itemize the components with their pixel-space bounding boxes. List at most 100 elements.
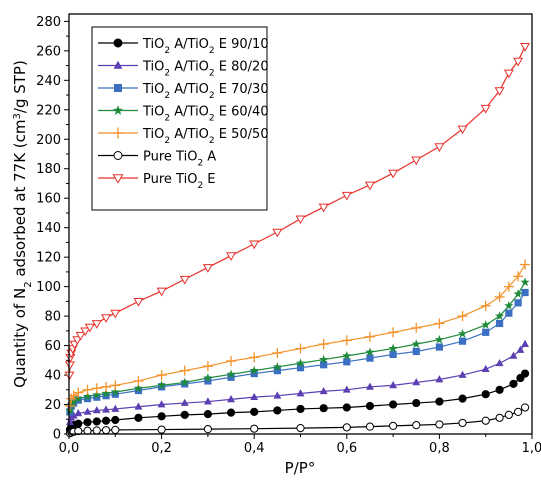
y-axis-title: Quantity of N2 adsorbed at 77K (cm3/g ST… bbox=[11, 60, 34, 388]
series-2-point bbox=[482, 328, 490, 336]
series-6-point bbox=[480, 104, 491, 114]
series-1-point bbox=[102, 405, 110, 413]
series-6-point bbox=[434, 143, 445, 152]
series-2-point bbox=[458, 337, 467, 345]
series-3-line bbox=[69, 281, 526, 411]
series-5-point bbox=[495, 413, 504, 422]
series-2-point bbox=[521, 288, 529, 297]
series-0-point bbox=[319, 404, 328, 413]
legend-marker bbox=[113, 151, 123, 160]
y-tick-label: 100 bbox=[36, 280, 61, 295]
plot-frame bbox=[68, 13, 533, 435]
x-tick-label: 0,4 bbox=[244, 441, 265, 456]
series-0-point bbox=[134, 413, 143, 422]
series-4-point bbox=[434, 318, 445, 329]
y-tick-label: 120 bbox=[36, 251, 61, 266]
legend-marker bbox=[113, 60, 123, 69]
legend-item: TiO2 A/TiO2 E 80/20 bbox=[98, 60, 269, 79]
series-1-point bbox=[365, 382, 374, 390]
legend-marker bbox=[112, 127, 124, 139]
series-6-point bbox=[156, 287, 167, 297]
series-4-point bbox=[272, 347, 283, 358]
series-0-point bbox=[226, 408, 236, 417]
series-6-point bbox=[80, 327, 91, 337]
series-2-point bbox=[111, 390, 119, 398]
series-2-point bbox=[227, 373, 235, 381]
series-2-line bbox=[69, 292, 526, 413]
series-4-line bbox=[69, 264, 526, 407]
series-1-point bbox=[111, 404, 120, 412]
legend-item: TiO2 A/TiO2 E 60/40 bbox=[98, 105, 269, 124]
series-3-point bbox=[411, 339, 421, 349]
series-3-point bbox=[101, 388, 111, 398]
series-1-point bbox=[458, 370, 467, 378]
x-tick-label: 1,0 bbox=[522, 441, 541, 456]
y-tick-label: 220 bbox=[36, 103, 61, 118]
series-2-point bbox=[250, 369, 258, 378]
series-6-point bbox=[202, 264, 213, 273]
series-5-point bbox=[203, 425, 212, 434]
legend-label: TiO2 A/TiO2 E 60/40 bbox=[142, 105, 269, 124]
series-1-point bbox=[83, 407, 92, 415]
series-6-point bbox=[110, 309, 121, 319]
y-tick-label: 80 bbox=[44, 310, 61, 325]
series-3-point bbox=[434, 334, 445, 344]
series-3-point bbox=[226, 369, 236, 379]
y-tick-label: 180 bbox=[36, 162, 61, 177]
series-4-point bbox=[513, 271, 524, 282]
series-5-point bbox=[389, 421, 398, 430]
series-2-point bbox=[273, 367, 281, 375]
series-5-point bbox=[514, 407, 523, 416]
legend-item: TiO2 A/TiO2 E 70/30 bbox=[98, 82, 269, 101]
series-6-point bbox=[249, 240, 260, 250]
legend-items: TiO2 A/TiO2 E 90/10 TiO2 A/TiO2 E 80/20 Ti… bbox=[98, 37, 269, 191]
legend-label: TiO2 A/TiO2 E 90/10 bbox=[142, 37, 269, 56]
x-axis-title: P/P° bbox=[285, 459, 316, 477]
series-6-point bbox=[520, 43, 531, 52]
series-3-point bbox=[365, 347, 375, 357]
y-tick-label: 160 bbox=[36, 192, 61, 207]
series-3-point bbox=[272, 362, 282, 371]
series-5-point bbox=[520, 403, 530, 412]
series-4-point bbox=[101, 381, 112, 392]
y-tick-label: 280 bbox=[36, 15, 61, 30]
series-5-point bbox=[74, 426, 83, 436]
series-0-point bbox=[296, 404, 305, 414]
legend-marker bbox=[113, 38, 123, 48]
series-2-point bbox=[83, 395, 92, 403]
series-6-point bbox=[341, 191, 352, 201]
series-4-point bbox=[226, 356, 237, 367]
series-6-point bbox=[84, 323, 95, 333]
legend-label: Pure TiO2 A bbox=[143, 150, 216, 169]
series-4-point bbox=[341, 335, 352, 346]
series-6-point bbox=[318, 203, 329, 213]
series-6-point bbox=[64, 361, 75, 371]
legend-label: TiO2 A/TiO2 E 50/50 bbox=[142, 127, 269, 146]
legend-label: TiO2 A/TiO2 E 70/30 bbox=[142, 82, 269, 101]
series-1-point bbox=[509, 351, 518, 359]
y-tick-label: 40 bbox=[44, 369, 61, 384]
series-3-point bbox=[481, 320, 491, 329]
series-4-point bbox=[73, 387, 84, 398]
series-6-point bbox=[503, 69, 514, 79]
legend-marker bbox=[114, 84, 122, 92]
series-6-point bbox=[411, 156, 422, 166]
series-0-point bbox=[250, 407, 259, 416]
series-1-point bbox=[296, 389, 305, 397]
series-6-point bbox=[388, 169, 399, 179]
legend-item: TiO2 A/TiO2 E 50/50 bbox=[98, 127, 269, 146]
y-tick-label: 0 bbox=[53, 428, 61, 443]
series-1-point bbox=[227, 395, 236, 403]
series-2-point bbox=[366, 354, 374, 362]
legend: TiO2 A/TiO2 E 90/10 TiO2 A/TiO2 E 80/20 Ti… bbox=[91, 26, 269, 211]
series-3-point bbox=[520, 277, 530, 287]
series-6-point bbox=[513, 57, 524, 67]
x-tick-label: 0,0 bbox=[59, 441, 80, 456]
series-3-point bbox=[180, 377, 190, 387]
series-6-point bbox=[457, 125, 468, 135]
series-6-point bbox=[295, 215, 306, 225]
series-2-point bbox=[93, 393, 101, 401]
series-6-point bbox=[101, 314, 112, 323]
series-5-point bbox=[342, 423, 351, 432]
series-6-point bbox=[179, 275, 190, 285]
